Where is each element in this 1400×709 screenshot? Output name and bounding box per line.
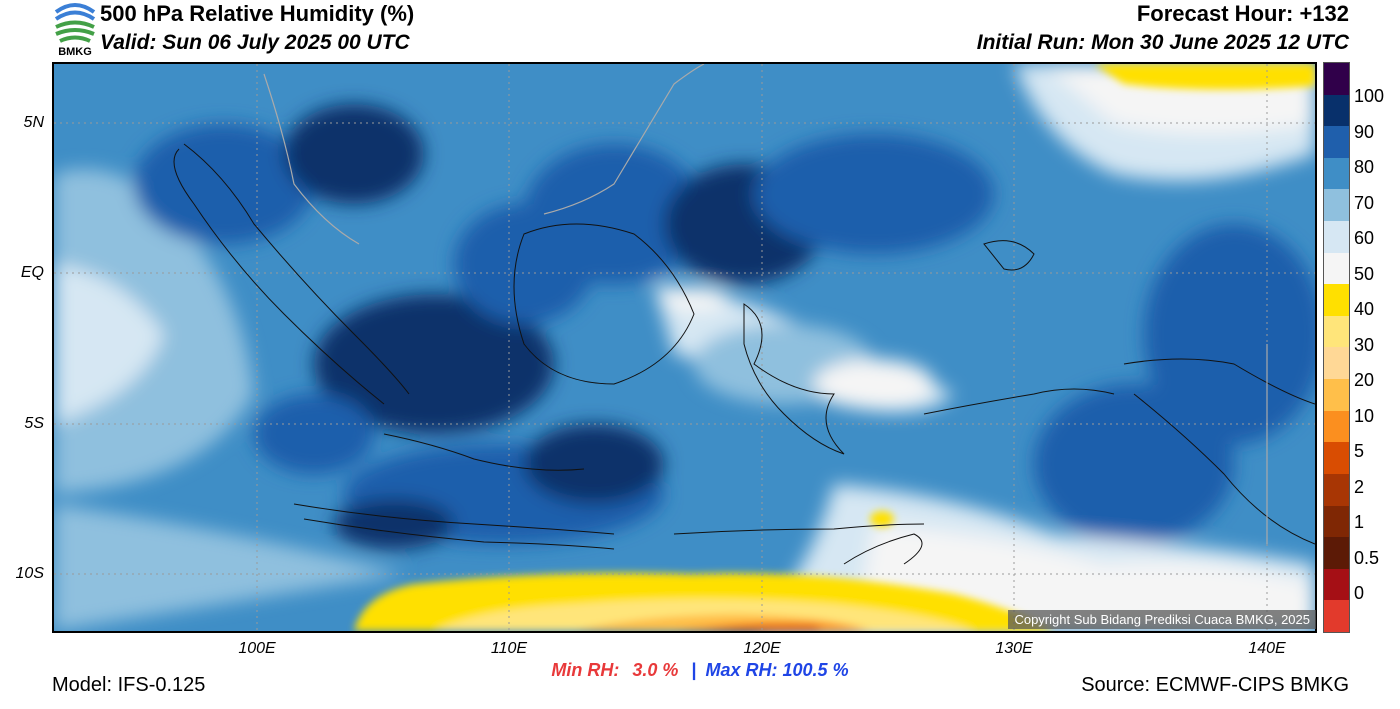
colorbar-label: 1 (1354, 512, 1365, 532)
colorbar-label: 30 (1354, 334, 1375, 355)
lon-label: 100E (238, 640, 276, 657)
colorbar-label: 20 (1354, 370, 1375, 390)
logo-text: BMKG (58, 46, 92, 58)
colorbar-label: 2 (1354, 476, 1365, 497)
colorbar-segment (1324, 189, 1349, 222)
colorbar-segment (1324, 505, 1349, 538)
colorbar-segment (1324, 347, 1349, 380)
colorbar-label: 5 (1354, 441, 1365, 461)
model-label: Model: IFS-0.125 (52, 674, 206, 696)
dry-area (354, 64, 1315, 631)
lon-label: 140E (1248, 640, 1286, 657)
colorbar-segment (1324, 442, 1349, 474)
colorbar-segment (1324, 315, 1349, 348)
lon-label: 130E (995, 640, 1033, 657)
lat-label: 5N (23, 114, 44, 131)
colorbar-segment (1324, 157, 1349, 190)
min-rh-value: 3.0 % (632, 660, 679, 680)
colorbar-segment (1324, 410, 1349, 443)
rh-stats: Min RH: 3.0 % | Max RH: 100.5 % (0, 660, 1400, 681)
map-canvas (54, 64, 1315, 631)
chart-title: 500 hPa Relative Humidity (%) (100, 1, 415, 26)
min-rh-label: Min RH: (551, 660, 620, 680)
lon-label: 120E (743, 640, 781, 657)
coastlines (173, 143, 1315, 565)
colorbar-label: 100 (1354, 86, 1385, 106)
colorbar-segment (1324, 473, 1349, 506)
stats-separator: | (691, 660, 697, 680)
grid-lines (54, 64, 1315, 631)
max-rh-value: Max RH: 100.5 % (705, 660, 849, 680)
colorbar-label: 70 (1354, 192, 1375, 213)
initial-run: Initial Run: Mon 30 June 2025 12 UTC (976, 31, 1349, 54)
lat-label: EQ (20, 264, 44, 281)
lat-label: 5S (24, 415, 44, 432)
colorbar-segment (1324, 221, 1349, 253)
colorbar-label: 90 (1354, 121, 1375, 142)
boundary-lines (263, 64, 1268, 544)
lon-label: 110E (490, 640, 528, 657)
valid-time: Valid: Sun 06 July 2025 00 UTC (100, 31, 410, 54)
colorbar (1323, 62, 1350, 633)
forecast-hour: Forecast Hour: +132 (1136, 1, 1349, 26)
colorbar-segment (1324, 126, 1349, 158)
colorbar-label: 80 (1354, 157, 1375, 177)
source-label: Source: ECMWF-CIPS BMKG (1081, 674, 1349, 696)
colorbar-segment (1324, 537, 1349, 569)
colorbar-segment (1324, 94, 1349, 127)
humidity-map (52, 62, 1317, 633)
copyright-notice: Copyright Sub Bidang Prediksi Cuaca BMKG… (1008, 610, 1316, 629)
colorbar-label: 50 (1354, 263, 1375, 284)
colorbar-segment (1324, 284, 1349, 316)
colorbar-label: 10 (1354, 405, 1375, 426)
bmkg-logo (52, 0, 98, 62)
colorbar-segment (1324, 600, 1349, 632)
lat-label: 10S (15, 565, 44, 582)
colorbar-label: 40 (1354, 299, 1375, 319)
colorbar-label: 0 (1354, 583, 1365, 603)
colorbar-segment (1324, 252, 1349, 285)
colorbar-label: 0.5 (1354, 547, 1380, 568)
colorbar-segment (1324, 379, 1349, 411)
colorbar-segment (1324, 63, 1349, 95)
colorbar-segment (1324, 568, 1349, 601)
colorbar-label: 60 (1354, 228, 1375, 248)
